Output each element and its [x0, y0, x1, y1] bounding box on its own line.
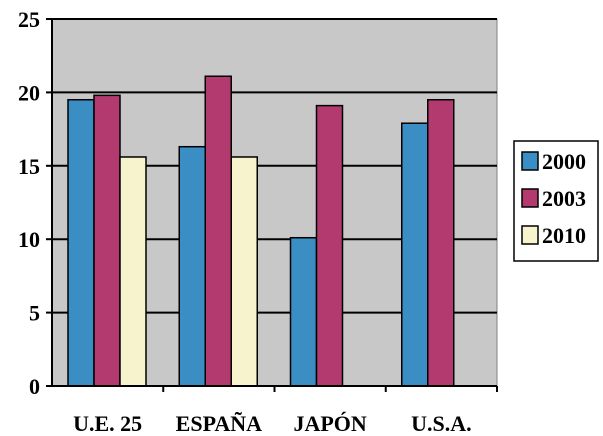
legend-label-2000: 2000	[542, 149, 586, 174]
bar-2003-1	[204, 75, 232, 387]
legend-swatch-2010	[521, 225, 539, 245]
y-tick-label: 20	[18, 80, 40, 105]
x-category-label: U.S.A.	[411, 411, 472, 436]
x-category-label: ESPAÑA	[176, 411, 262, 436]
bar-2000-2	[289, 236, 318, 387]
bar-2010-1	[230, 156, 258, 387]
bar-2010-0	[119, 156, 147, 387]
y-tick-label: 5	[29, 301, 40, 326]
y-tick-label: 0	[29, 374, 40, 399]
bar-2003-3	[427, 98, 455, 387]
legend-swatch-2003	[521, 188, 539, 208]
bar-2003-0	[93, 94, 121, 387]
bar-2000-0	[67, 98, 95, 387]
bar-2000-3	[401, 122, 429, 387]
x-category-label: U.E. 25	[73, 411, 142, 436]
legend-label-2003: 2003	[542, 186, 586, 211]
bar-2003-2	[315, 104, 344, 387]
bar-2000-1	[178, 145, 206, 387]
legend-swatch-2000	[521, 151, 539, 171]
y-tick-label: 15	[18, 154, 40, 179]
y-tick-label: 10	[18, 227, 40, 252]
legend-label-2010: 2010	[542, 223, 586, 248]
y-tick-label: 25	[18, 7, 40, 32]
x-category-label: JAPÓN	[293, 411, 366, 436]
